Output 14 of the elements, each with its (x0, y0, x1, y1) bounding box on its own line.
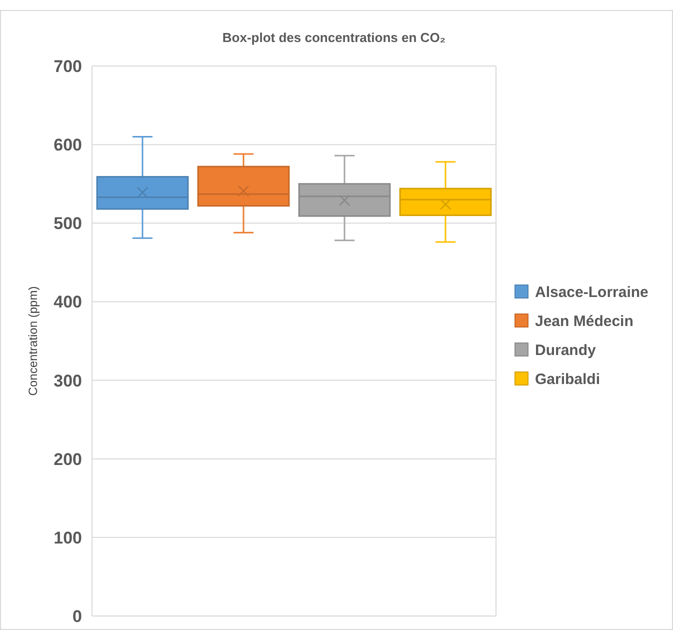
y-tick-label: 300 (54, 371, 82, 390)
y-tick-label: 200 (54, 450, 82, 469)
legend-label: Jean Médecin (535, 313, 634, 330)
legend-label: Durandy (535, 342, 596, 359)
y-tick-label: 600 (54, 136, 82, 155)
y-tick-label: 100 (54, 528, 82, 548)
legend-label: Garibaldi (535, 371, 600, 388)
chart-title: Box-plot des concentrations en CO₂ (222, 30, 446, 45)
y-axis-title: Concentration (ppm) (26, 286, 40, 396)
y-tick-label: 700 (54, 57, 82, 76)
legend-label: Alsace-Lorraine (535, 284, 648, 301)
y-tick-label: 0 (72, 607, 82, 626)
y-tick-label: 500 (54, 214, 82, 234)
y-tick-label: 400 (54, 292, 82, 312)
